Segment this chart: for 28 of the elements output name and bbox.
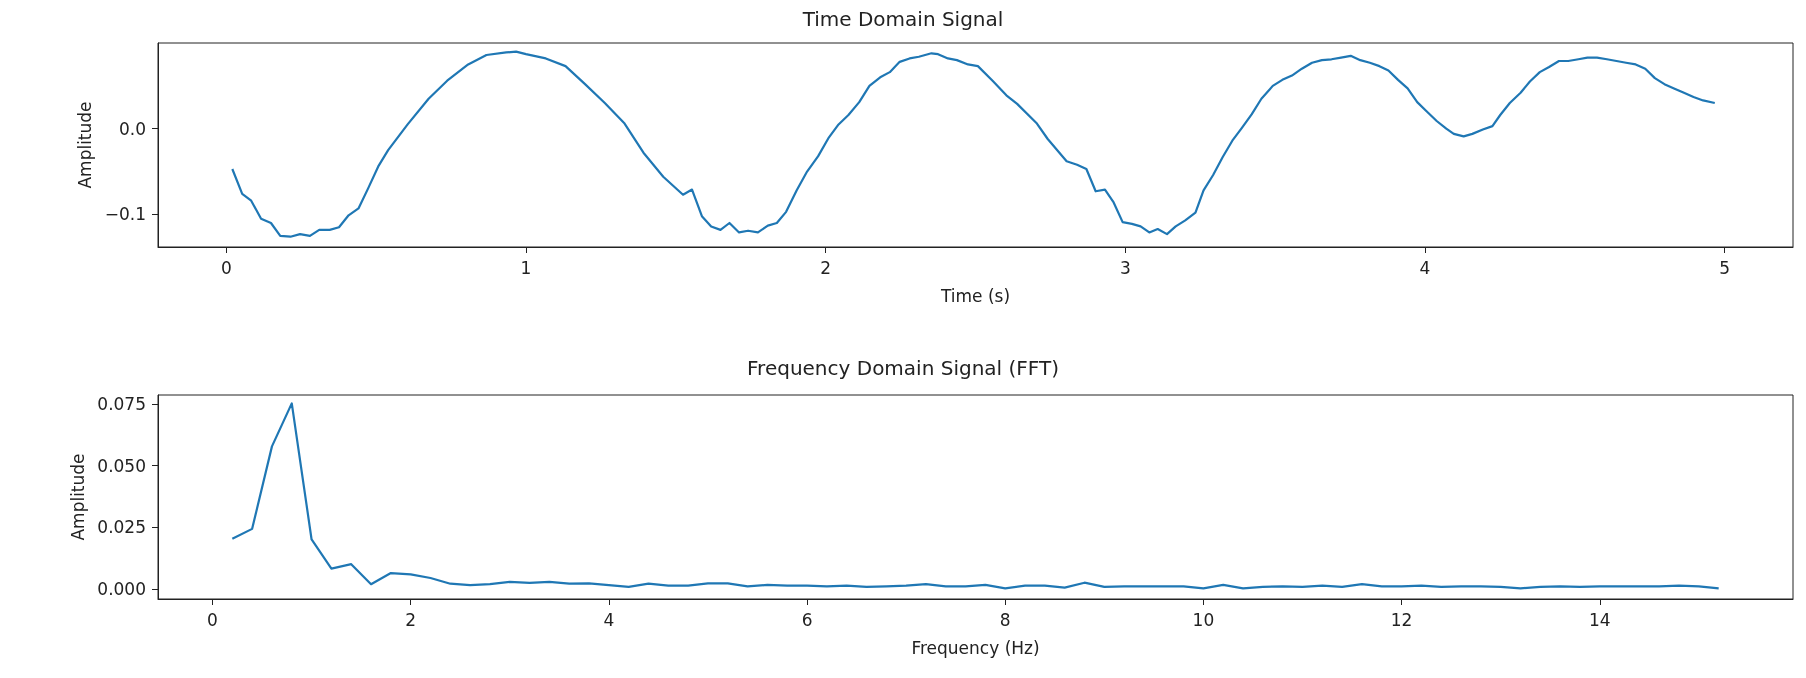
y-axis-title: Amplitude (75, 101, 96, 189)
y-axis-title: Amplitude (67, 453, 88, 541)
x-tick-label: 0 (220, 257, 232, 278)
x-tick-label: 0 (207, 609, 218, 630)
y-tick-label: 0.025 (97, 517, 146, 538)
x-tick-label: 5 (1719, 257, 1731, 278)
y-tick-label: 0.075 (97, 393, 146, 414)
y-tick-label: 0.000 (97, 579, 146, 600)
x-tick-label: 4 (1419, 257, 1431, 278)
chart-title: Frequency Domain Signal (FFT) (747, 356, 1059, 380)
x-tick-label: 8 (999, 609, 1011, 630)
line-series (231, 50, 1716, 238)
line-series (231, 402, 1720, 590)
x-tick-label: 12 (1390, 609, 1413, 630)
x-tick-label: 1 (520, 257, 532, 278)
x-tick-label: 14 (1588, 609, 1611, 630)
x-tick-label: 6 (801, 609, 813, 630)
y-tick-label: −0.1 (104, 204, 146, 225)
x-axis-title: Time (s) (939, 285, 1011, 306)
y-tick-label: 0.050 (97, 455, 146, 476)
x-tick-label: 10 (1192, 609, 1215, 630)
chart-title: Time Domain Signal (801, 7, 1004, 31)
x-axis-title: Frequency (Hz) (911, 637, 1040, 658)
x-tick-label: 4 (603, 609, 615, 630)
y-tick-label: 0.0 (118, 118, 146, 139)
x-tick-label: 3 (1119, 257, 1131, 278)
x-tick-label: 2 (820, 257, 832, 278)
x-tick-label: 2 (405, 609, 417, 630)
